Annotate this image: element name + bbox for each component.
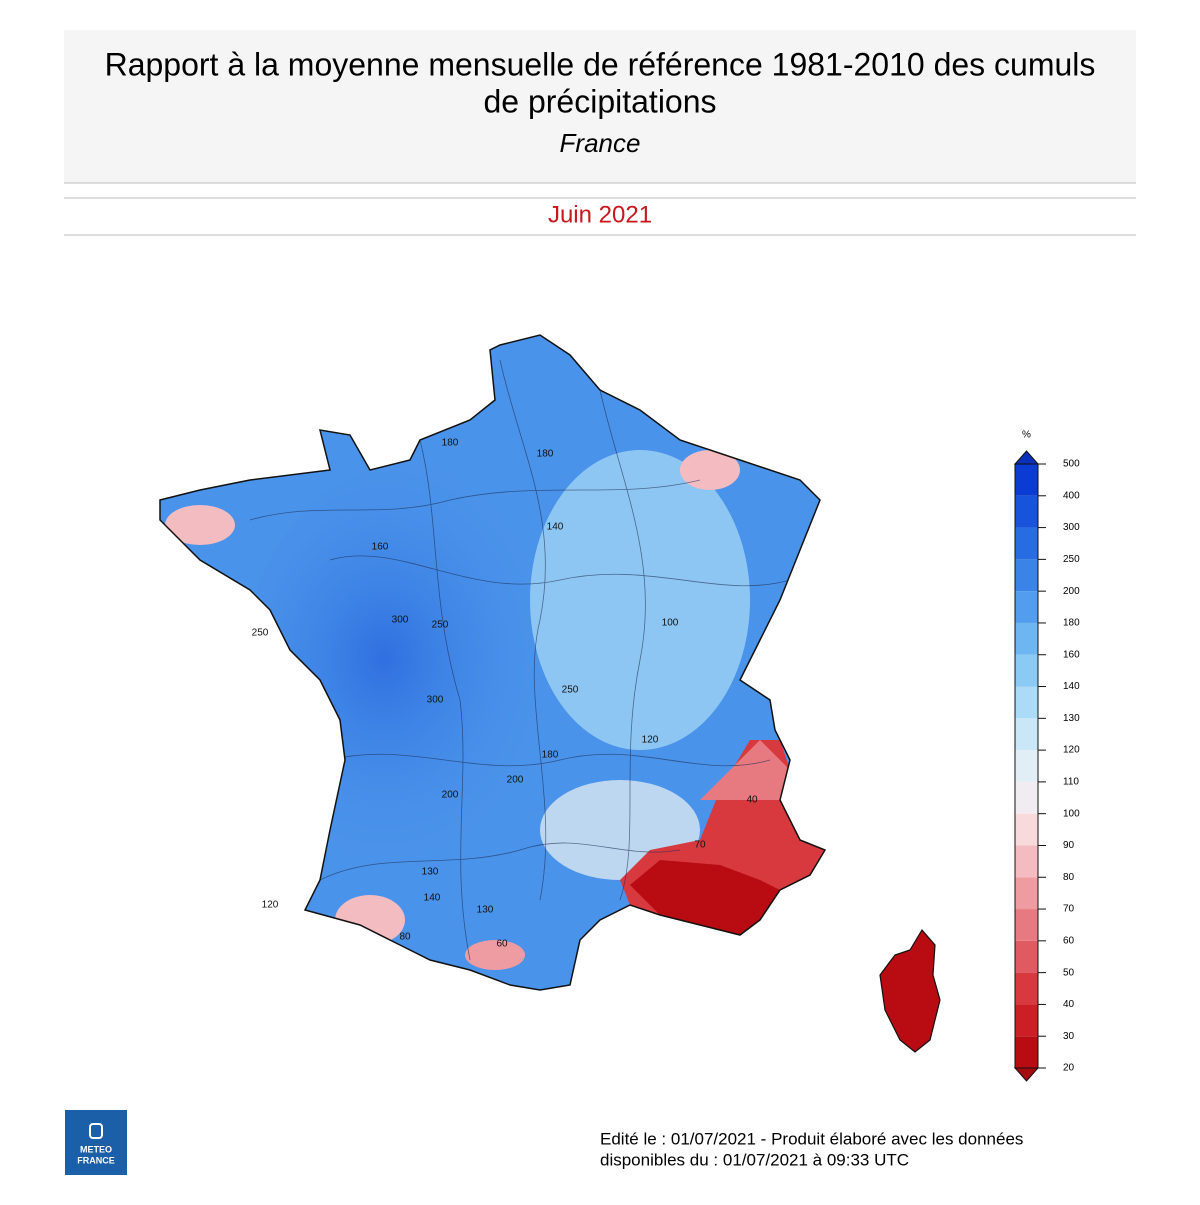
legend-unit: % bbox=[1022, 430, 1031, 441]
legend-tick-label: 140 bbox=[1063, 681, 1080, 692]
contour-label: 130 bbox=[477, 905, 494, 916]
color-bin bbox=[1015, 750, 1038, 782]
map-fill bbox=[165, 505, 235, 545]
title: de précipitations bbox=[483, 83, 716, 119]
legend-tick-label: 30 bbox=[1063, 1031, 1075, 1042]
footer: Edité le : 01/07/2021 - Produit élaboré … bbox=[600, 1129, 1023, 1148]
legend-tick-label: 90 bbox=[1063, 840, 1075, 851]
contour-label: 140 bbox=[424, 893, 441, 904]
region: France bbox=[560, 128, 641, 158]
contour-label: 200 bbox=[507, 775, 524, 786]
legend-tick-label: 120 bbox=[1063, 745, 1080, 756]
logo-icon bbox=[89, 1123, 103, 1139]
legend-tick-label: 70 bbox=[1063, 904, 1075, 915]
legend-tick-label: 60 bbox=[1063, 935, 1075, 946]
contour-label: 70 bbox=[694, 840, 706, 851]
contour-label: 60 bbox=[496, 939, 508, 950]
color-bin bbox=[1015, 622, 1038, 655]
color-bin bbox=[1015, 527, 1038, 560]
map-fill bbox=[465, 940, 525, 970]
legend-tick-label: 400 bbox=[1063, 490, 1080, 501]
legend-tick-label: 50 bbox=[1063, 967, 1075, 978]
color-bin bbox=[1015, 495, 1038, 528]
legend-tick-label: 130 bbox=[1063, 713, 1080, 724]
contour-label: 180 bbox=[542, 750, 559, 761]
header-box bbox=[64, 30, 1136, 183]
color-bin bbox=[1015, 718, 1038, 751]
contour-label: 140 bbox=[547, 522, 564, 533]
legend-tick-label: 40 bbox=[1063, 999, 1075, 1010]
contour-label: 80 bbox=[399, 932, 411, 943]
legend-tick-label: 80 bbox=[1063, 872, 1075, 883]
color-bin bbox=[1015, 654, 1038, 687]
color-bin bbox=[1015, 464, 1038, 496]
color-bin bbox=[1015, 686, 1038, 719]
map-fill bbox=[680, 450, 740, 490]
legend-tick-label: 250 bbox=[1063, 554, 1080, 565]
color-bin bbox=[1015, 813, 1038, 846]
legend-tick-label: 300 bbox=[1063, 522, 1080, 533]
logo-box bbox=[65, 1110, 127, 1175]
legend-tick-label: 160 bbox=[1063, 649, 1080, 660]
legend-tick-label: 200 bbox=[1063, 586, 1080, 597]
contour-label: 160 bbox=[372, 542, 389, 553]
color-bin bbox=[1015, 845, 1038, 878]
color-bin bbox=[1015, 877, 1038, 910]
legend-tick-label: 20 bbox=[1063, 1063, 1075, 1074]
map-fill bbox=[530, 450, 750, 750]
legend-tick-label: 180 bbox=[1063, 618, 1080, 629]
contour-label: 250 bbox=[252, 628, 269, 639]
contour-label: 120 bbox=[642, 735, 659, 746]
period: Juin 2021 bbox=[548, 201, 652, 228]
logo: METEO FRANCE bbox=[65, 1110, 127, 1175]
under-triangle bbox=[1013, 1067, 1040, 1082]
color-bin bbox=[1015, 1004, 1038, 1037]
color-bin bbox=[1015, 1036, 1038, 1068]
color-bin bbox=[1015, 940, 1038, 973]
contour-label: 100 bbox=[662, 618, 679, 629]
contour-label: 300 bbox=[392, 615, 409, 626]
map: 180 160 250 300 300 250 200 140 130 180 120 130 140 2… bbox=[159, 334, 941, 1053]
contour-label: 250 bbox=[432, 620, 449, 631]
colorbar-frame bbox=[1014, 463, 1039, 1069]
contour-label: 180 bbox=[537, 449, 554, 460]
color-bin bbox=[1015, 559, 1038, 592]
contour-label: 130 bbox=[422, 867, 439, 878]
logo-text: FRANCE bbox=[77, 1155, 115, 1165]
color-bin bbox=[1015, 781, 1038, 814]
contour-label: 180 bbox=[442, 438, 459, 449]
corsica bbox=[879, 928, 941, 1053]
title: Rapport à la moyenne mensuelle de référe… bbox=[105, 46, 1096, 82]
contour-label: 250 bbox=[562, 685, 579, 696]
color-bin bbox=[1015, 591, 1038, 623]
contour-label: 200 bbox=[442, 790, 459, 801]
legend-tick-label: 100 bbox=[1063, 808, 1080, 819]
contour-label: 300 bbox=[427, 695, 444, 706]
map-fill bbox=[335, 895, 405, 945]
legend-tick-label: 500 bbox=[1063, 459, 1080, 470]
footer: disponibles du : 01/07/2021 à 09:33 UTC bbox=[600, 1150, 909, 1169]
legend-tick-label: 110 bbox=[1063, 777, 1079, 788]
contour-label: 120 bbox=[262, 900, 279, 911]
legend: % 20 30 40 50 60 70 80 90 100 110 120 130 140 160 180 20… bbox=[1013, 430, 1080, 1082]
color-bin bbox=[1015, 972, 1038, 1005]
contours bbox=[249, 359, 791, 961]
over-triangle bbox=[1013, 450, 1040, 465]
color-bin bbox=[1015, 909, 1038, 941]
logo-text: METEO bbox=[80, 1144, 112, 1154]
map-fill bbox=[700, 740, 790, 800]
contour-label: 40 bbox=[746, 795, 758, 806]
